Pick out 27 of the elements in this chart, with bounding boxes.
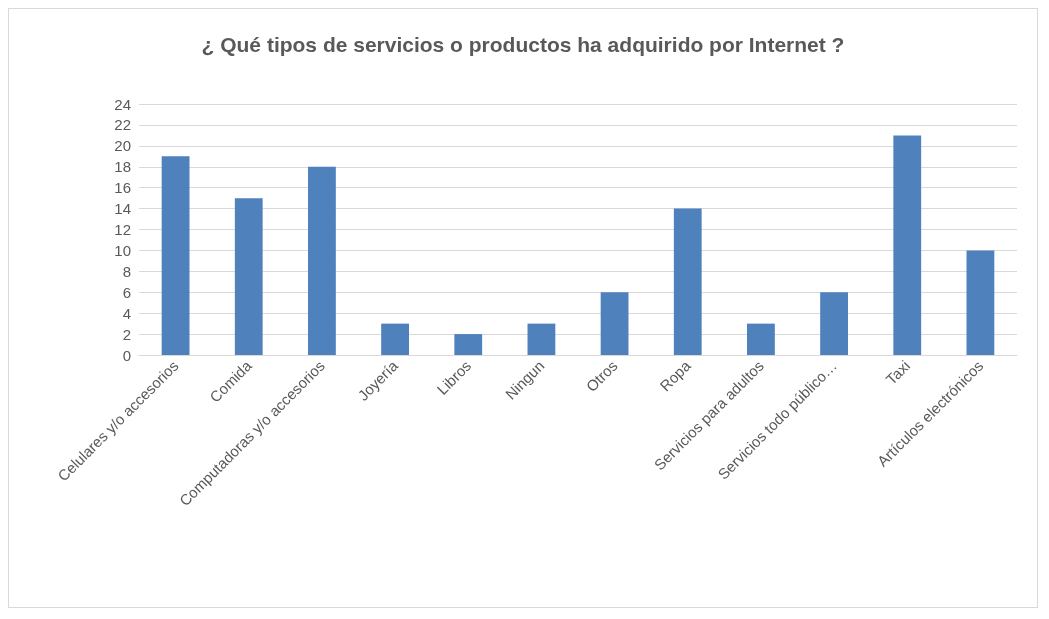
y-tick-label: 12 <box>114 221 131 238</box>
y-tick-label: 6 <box>122 283 131 301</box>
y-tick-label: 4 <box>122 304 131 322</box>
y-tick-label: 20 <box>114 137 131 155</box>
bar <box>381 323 409 355</box>
bar <box>527 323 556 355</box>
y-tick-label: 24 <box>114 95 131 113</box>
bar <box>747 323 775 355</box>
bar <box>454 334 483 355</box>
bar <box>966 250 995 355</box>
bar <box>893 135 922 355</box>
x-tick-label: Taxi <box>882 356 914 388</box>
y-tick-label: 0 <box>122 346 131 364</box>
bar <box>600 292 629 355</box>
y-tick-label: 14 <box>114 200 131 218</box>
y-tick-label: 8 <box>122 262 131 280</box>
y-tick-label: 16 <box>114 179 131 197</box>
y-tick-label: 22 <box>114 116 131 134</box>
y-tick-label: 2 <box>122 325 131 343</box>
bar <box>673 208 702 355</box>
bar <box>308 166 336 355</box>
bar <box>161 156 190 355</box>
chart-title: ¿ Qué tipos de servicios o productos ha adquirido por Internet ? <box>201 33 845 56</box>
bar <box>234 198 263 355</box>
y-tick-label: 18 <box>114 158 131 176</box>
y-tick-label: 10 <box>114 241 131 259</box>
bar <box>820 292 848 355</box>
